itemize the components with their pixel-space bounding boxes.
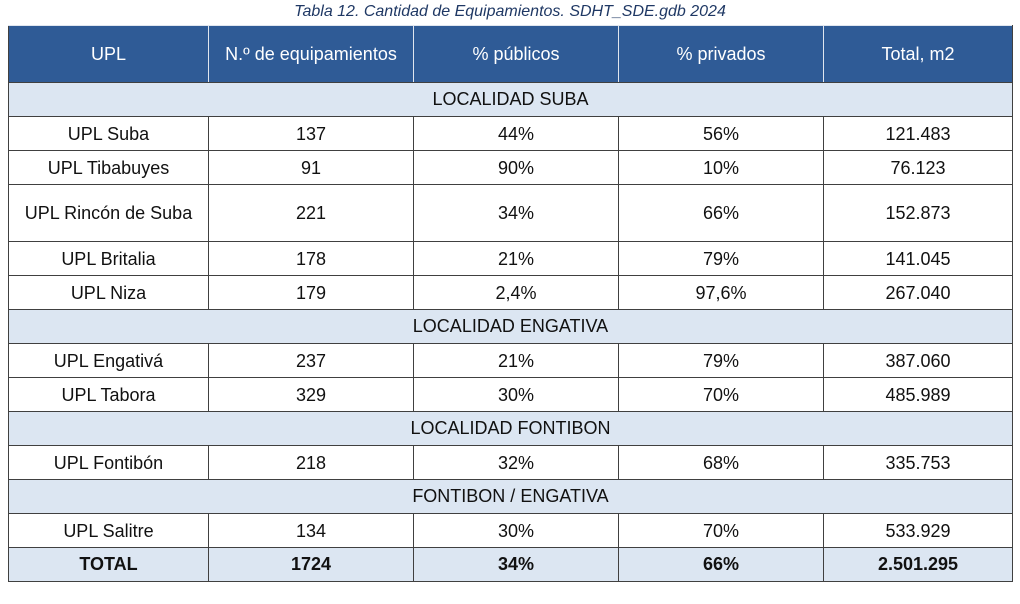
cell-private: 56%	[618, 116, 824, 151]
cell-upl: UPL Niza	[8, 275, 209, 310]
table-row: UPL Rincón de Suba 221 34% 66% 152.873	[8, 184, 1013, 242]
section-row: FONTIBON / ENGATIVA	[8, 479, 1013, 514]
cell-count: 137	[208, 116, 414, 151]
cell-public: 21%	[413, 343, 619, 378]
header-count: N.º de equipamientos	[208, 25, 414, 83]
cell-count: 178	[208, 241, 414, 276]
cell-private: 79%	[618, 241, 824, 276]
header-upl: UPL	[8, 25, 209, 83]
cell-public: 2,4%	[413, 275, 619, 310]
table-row: UPL Suba 137 44% 56% 121.483	[8, 116, 1013, 151]
equipamientos-table: UPL N.º de equipamientos % públicos % pr…	[8, 25, 1013, 582]
section-title: LOCALIDAD ENGATIVA	[8, 309, 1013, 344]
cell-private: 79%	[618, 343, 824, 378]
table-row: UPL Niza 179 2,4% 97,6% 267.040	[8, 275, 1013, 310]
cell-total: 387.060	[823, 343, 1013, 378]
cell-private: 66%	[618, 184, 824, 242]
table-row: UPL Fontibón 218 32% 68% 335.753	[8, 445, 1013, 480]
total-cell-upl: TOTAL	[8, 547, 209, 582]
total-cell-count: 1724	[208, 547, 414, 582]
cell-count: 329	[208, 377, 414, 412]
cell-public: 90%	[413, 150, 619, 185]
cell-upl: UPL Salitre	[8, 513, 209, 548]
cell-count: 134	[208, 513, 414, 548]
table-row: UPL Tabora 329 30% 70% 485.989	[8, 377, 1013, 412]
cell-public: 21%	[413, 241, 619, 276]
cell-count: 221	[208, 184, 414, 242]
cell-private: 68%	[618, 445, 824, 480]
cell-count: 218	[208, 445, 414, 480]
cell-total: 141.045	[823, 241, 1013, 276]
total-cell-public: 34%	[413, 547, 619, 582]
cell-total: 76.123	[823, 150, 1013, 185]
header-total: Total, m2	[823, 25, 1013, 83]
total-cell-total: 2.501.295	[823, 547, 1013, 582]
cell-public: 30%	[413, 513, 619, 548]
cell-total: 121.483	[823, 116, 1013, 151]
total-cell-private: 66%	[618, 547, 824, 582]
header-private: % privados	[618, 25, 824, 83]
cell-count: 179	[208, 275, 414, 310]
table-caption: Tabla 12. Cantidad de Equipamientos. SDH…	[294, 3, 726, 20]
header-row: UPL N.º de equipamientos % públicos % pr…	[8, 25, 1013, 83]
cell-public: 34%	[413, 184, 619, 242]
section-row: LOCALIDAD SUBA	[8, 82, 1013, 117]
cell-total: 485.989	[823, 377, 1013, 412]
table-row: UPL Britalia 178 21% 79% 141.045	[8, 241, 1013, 276]
cell-upl: UPL Suba	[8, 116, 209, 151]
section-row: LOCALIDAD ENGATIVA	[8, 309, 1013, 344]
section-title: LOCALIDAD FONTIBON	[8, 411, 1013, 446]
cell-total: 152.873	[823, 184, 1013, 242]
cell-private: 10%	[618, 150, 824, 185]
cell-upl: UPL Rincón de Suba	[8, 184, 209, 242]
cell-total: 335.753	[823, 445, 1013, 480]
section-row: LOCALIDAD FONTIBON	[8, 411, 1013, 446]
header-public: % públicos	[413, 25, 619, 83]
cell-upl: UPL Tibabuyes	[8, 150, 209, 185]
table-row: UPL Salitre 134 30% 70% 533.929	[8, 513, 1013, 548]
cell-total: 533.929	[823, 513, 1013, 548]
table-row: UPL Tibabuyes 91 90% 10% 76.123	[8, 150, 1013, 185]
cell-total: 267.040	[823, 275, 1013, 310]
cell-private: 70%	[618, 377, 824, 412]
cell-upl: UPL Fontibón	[8, 445, 209, 480]
cell-count: 91	[208, 150, 414, 185]
table-row: UPL Engativá 237 21% 79% 387.060	[8, 343, 1013, 378]
section-title: LOCALIDAD SUBA	[8, 82, 1013, 117]
cell-count: 237	[208, 343, 414, 378]
cell-private: 70%	[618, 513, 824, 548]
total-row: TOTAL 1724 34% 66% 2.501.295	[8, 547, 1013, 582]
cell-public: 30%	[413, 377, 619, 412]
cell-private: 97,6%	[618, 275, 824, 310]
cell-upl: UPL Tabora	[8, 377, 209, 412]
cell-upl: UPL Engativá	[8, 343, 209, 378]
cell-public: 44%	[413, 116, 619, 151]
cell-upl: UPL Britalia	[8, 241, 209, 276]
section-title: FONTIBON / ENGATIVA	[8, 479, 1013, 514]
cell-public: 32%	[413, 445, 619, 480]
